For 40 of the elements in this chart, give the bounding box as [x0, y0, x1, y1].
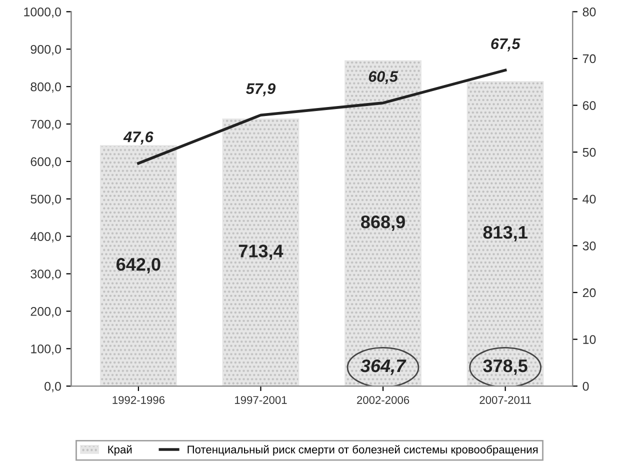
y-tick-label: 600,0 — [30, 157, 61, 168]
y-tick-label: 400,0 — [30, 232, 61, 242]
bar — [100, 145, 177, 386]
y2-tick-label: 50 — [582, 148, 596, 157]
y-tick-label: 200,0 — [30, 307, 61, 318]
y2-tick-label: 70 — [582, 54, 596, 64]
data-label: 813,1 — [483, 226, 528, 242]
data-label: 57,9 — [246, 83, 276, 96]
data-label: 868,9 — [361, 216, 405, 231]
legend-label: Край — [108, 445, 132, 456]
annotation: 378,5 — [483, 359, 528, 375]
legend-label: Потенциальный риск смерти от болезней системы кровообращения — [188, 445, 538, 456]
y2-tick-label: 30 — [582, 242, 596, 250]
y-tick-label: 0,0 — [44, 382, 61, 392]
annotation: 364,7 — [360, 359, 406, 375]
data-label: 713,4 — [238, 244, 284, 260]
bar — [466, 81, 544, 386]
data-label: 642,0 — [116, 258, 160, 274]
y2-tick-label: 10 — [583, 335, 596, 344]
y-tick-label: 100,0 — [31, 344, 61, 355]
y2-tick-label: 20 — [582, 288, 596, 298]
bar — [222, 118, 300, 386]
y-tick-label: 800,0 — [30, 82, 61, 93]
y-tick-label: 1000,0 — [24, 8, 61, 18]
x-tick-label: 2007-2011 — [480, 396, 531, 404]
y-tick-label: 300,0 — [30, 270, 61, 280]
data-label: 60,5 — [368, 71, 398, 84]
bar — [344, 60, 422, 386]
y2-tick-label: 40 — [582, 194, 596, 204]
data-label: 47,6 — [123, 131, 154, 144]
y-tick-label: 700,0 — [30, 120, 61, 130]
x-tick-label: 1997-2001 — [235, 396, 287, 404]
y2-tick-label: 0 — [582, 382, 589, 391]
y2-tick-label: 60 — [582, 101, 596, 110]
y-tick-label: 500,0 — [30, 194, 61, 206]
data-label: 67,5 — [491, 38, 520, 52]
y2-tick-label: 80 — [582, 8, 596, 16]
x-tick-label: 2002-2006 — [357, 396, 410, 404]
x-tick-label: 1992-1996 — [112, 396, 165, 404]
y-tick-label: 900,0 — [30, 44, 61, 56]
